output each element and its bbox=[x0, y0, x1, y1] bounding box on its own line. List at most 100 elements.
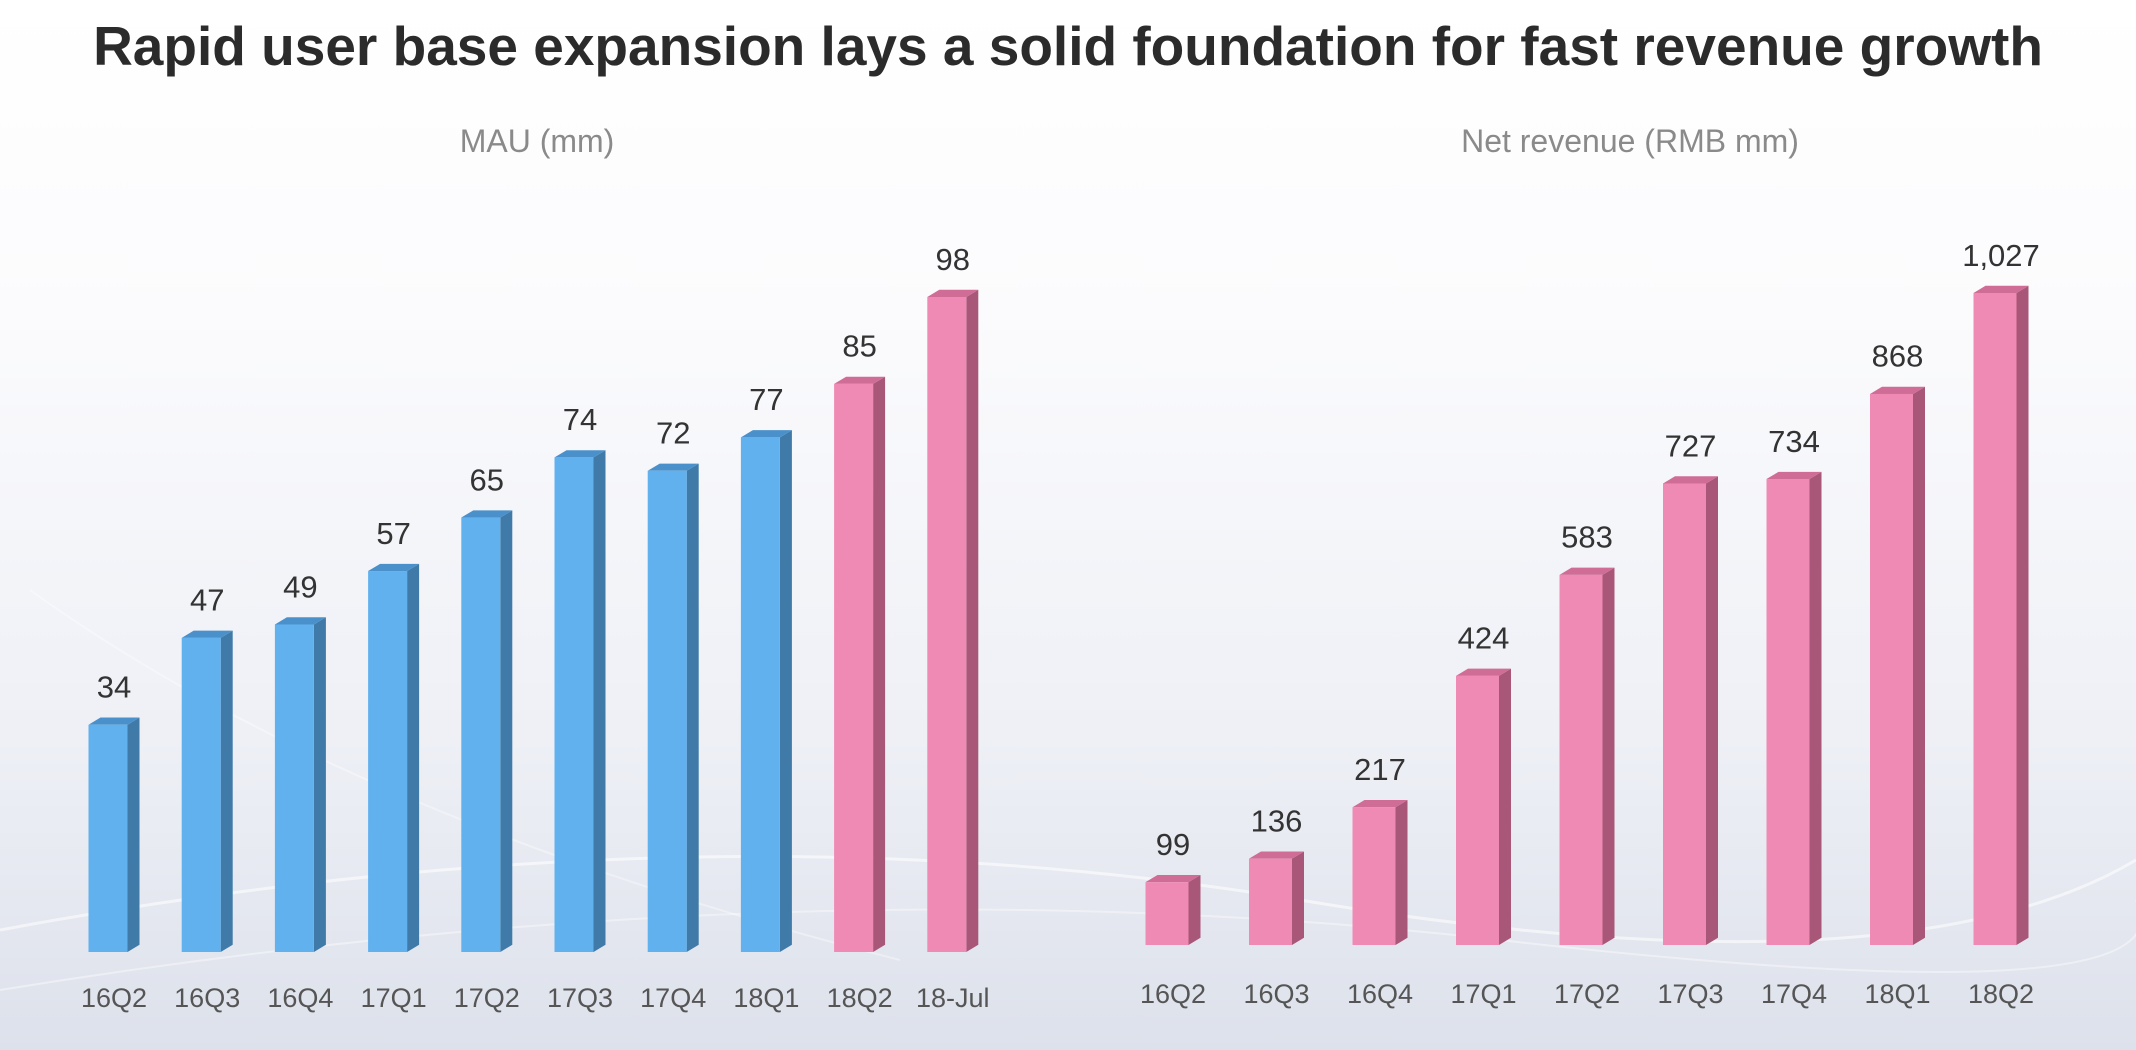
mau-data-label: 85 bbox=[842, 329, 876, 364]
revenue-bar-18q1 bbox=[1870, 386, 1925, 945]
revenue-bar-top bbox=[1870, 386, 1925, 394]
revenue-bar-top bbox=[1973, 285, 2029, 293]
revenue-tick-label: 17Q1 bbox=[1450, 979, 1516, 1009]
revenue-bar-side bbox=[2016, 285, 2029, 945]
revenue-tick-label: 16Q3 bbox=[1243, 979, 1309, 1009]
mau-bar-side bbox=[966, 289, 979, 952]
mau-bar-side bbox=[593, 450, 606, 952]
mau-bar-top bbox=[368, 563, 420, 572]
mau-bar-18-jul bbox=[927, 289, 979, 952]
mau-tick-label: 17Q1 bbox=[361, 983, 427, 1013]
mau-bar-side bbox=[686, 463, 699, 952]
mau-bar-top bbox=[181, 630, 233, 638]
mau-bar-16q2 bbox=[88, 717, 140, 952]
mau-data-label: 77 bbox=[749, 382, 783, 417]
revenue-tick-label: 18Q1 bbox=[1864, 979, 1930, 1009]
revenue-bar-top bbox=[1145, 874, 1201, 883]
revenue-bar-front bbox=[1456, 675, 1499, 945]
mau-chart-title: MAU (mm) bbox=[460, 123, 615, 159]
mau-tick-label: 18-Jul bbox=[916, 983, 990, 1013]
mau-bar-side bbox=[127, 717, 140, 952]
revenue-bar-front bbox=[1870, 393, 1913, 945]
mau-bar-front bbox=[554, 457, 594, 952]
mau-tick-label: 16Q2 bbox=[81, 983, 147, 1013]
revenue-bar-side bbox=[1395, 800, 1408, 945]
mau-bar-top bbox=[461, 510, 513, 518]
mau-bar-front bbox=[461, 517, 501, 952]
revenue-bar-side bbox=[1706, 476, 1718, 945]
revenue-bar-side bbox=[1809, 471, 1822, 945]
mau-bar-side bbox=[407, 563, 420, 952]
revenue-bar-front bbox=[1663, 483, 1706, 945]
mau-data-label: 74 bbox=[563, 402, 597, 437]
mau-bar-front bbox=[88, 724, 128, 952]
revenue-bar-top bbox=[1559, 567, 1615, 575]
mau-bar-side bbox=[313, 617, 326, 952]
revenue-tick-label: 16Q2 bbox=[1140, 979, 1206, 1009]
revenue-bar-side bbox=[1602, 567, 1615, 945]
mau-bar-16q4 bbox=[274, 617, 326, 952]
revenue-bar-17q1 bbox=[1456, 668, 1511, 945]
mau-bar-front bbox=[647, 470, 687, 952]
revenue-bar-top bbox=[1456, 668, 1511, 676]
revenue-bar-18q2 bbox=[1973, 285, 2029, 945]
revenue-tick-label: 18Q2 bbox=[1968, 979, 2034, 1009]
mau-bar-side bbox=[500, 510, 513, 952]
revenue-bar-16q4 bbox=[1352, 800, 1408, 945]
revenue-chart: Net revenue (RMB mm) 99 16Q2 136 16Q3 217 16Q4… bbox=[1140, 123, 2040, 1009]
revenue-data-label: 727 bbox=[1665, 428, 1717, 463]
revenue-data-label: 136 bbox=[1251, 803, 1303, 838]
mau-data-label: 34 bbox=[97, 670, 131, 705]
mau-data-label: 72 bbox=[656, 416, 690, 451]
mau-bar-top bbox=[834, 376, 886, 384]
mau-bar-16q3 bbox=[181, 630, 233, 952]
mau-tick-label: 17Q4 bbox=[640, 983, 706, 1013]
mau-bar-18q1 bbox=[740, 430, 792, 953]
mau-bar-18q2 bbox=[834, 376, 886, 952]
mau-bar-17q1 bbox=[368, 563, 420, 952]
mau-tick-label: 18Q1 bbox=[733, 983, 799, 1013]
revenue-bar-front bbox=[1766, 479, 1810, 945]
revenue-tick-label: 17Q2 bbox=[1554, 979, 1620, 1009]
mau-data-label: 57 bbox=[376, 516, 410, 551]
revenue-bar-top bbox=[1249, 851, 1304, 859]
revenue-tick-label: 16Q4 bbox=[1347, 979, 1413, 1009]
revenue-bar-side bbox=[1499, 668, 1511, 945]
revenue-chart-title: Net revenue (RMB mm) bbox=[1461, 123, 1799, 159]
mau-bar-17q4 bbox=[647, 463, 699, 952]
mau-tick-label: 16Q3 bbox=[174, 983, 240, 1013]
revenue-data-label: 734 bbox=[1768, 424, 1820, 459]
mau-bar-front bbox=[927, 297, 967, 952]
revenue-bar-side bbox=[1913, 386, 1925, 945]
revenue-tick-label: 17Q4 bbox=[1761, 979, 1827, 1009]
mau-tick-label: 17Q3 bbox=[547, 983, 613, 1013]
mau-data-label: 47 bbox=[190, 583, 224, 618]
mau-bar-17q3 bbox=[554, 450, 606, 952]
revenue-data-label: 217 bbox=[1354, 752, 1406, 787]
mau-bar-front bbox=[834, 383, 874, 952]
revenue-bar-17q3 bbox=[1663, 476, 1718, 945]
page-title: Rapid user base expansion lays a solid f… bbox=[93, 15, 2043, 77]
revenue-bar-front bbox=[1973, 293, 2017, 945]
revenue-bar-top bbox=[1663, 476, 1718, 484]
mau-bar-front bbox=[368, 571, 408, 952]
revenue-bar-front bbox=[1352, 807, 1396, 945]
mau-bar-side bbox=[873, 376, 886, 952]
revenue-bar-17q2 bbox=[1559, 567, 1615, 945]
mau-bar-front bbox=[181, 637, 221, 952]
mau-tick-label: 18Q2 bbox=[827, 983, 893, 1013]
mau-bar-front bbox=[274, 624, 314, 952]
mau-data-label: 98 bbox=[936, 242, 970, 277]
revenue-bar-top bbox=[1352, 800, 1408, 808]
revenue-data-label: 868 bbox=[1872, 339, 1924, 374]
revenue-bar-front bbox=[1145, 882, 1189, 945]
revenue-bar-front bbox=[1559, 574, 1603, 945]
mau-bar-top bbox=[740, 430, 792, 438]
mau-bar-top bbox=[274, 617, 326, 625]
revenue-data-label: 583 bbox=[1561, 520, 1613, 555]
revenue-bar-17q4 bbox=[1766, 471, 1822, 945]
mau-bar-side bbox=[220, 630, 233, 952]
revenue-data-label: 1,027 bbox=[1962, 238, 2040, 273]
revenue-tick-label: 17Q3 bbox=[1657, 979, 1723, 1009]
